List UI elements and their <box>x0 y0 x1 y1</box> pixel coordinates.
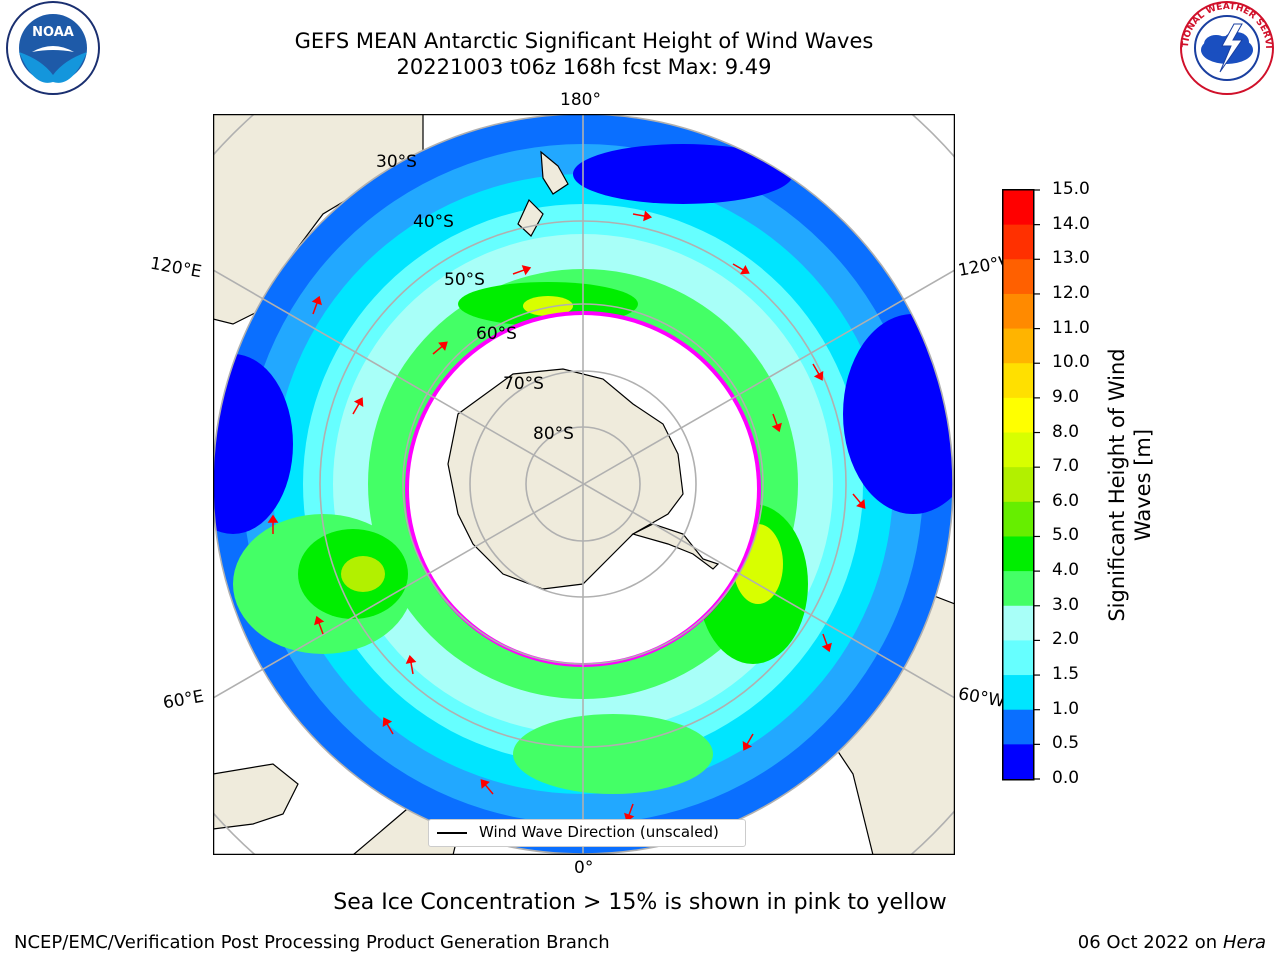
lon-label-120e: 120°E <box>148 253 204 283</box>
colorbar-segment <box>1003 293 1034 330</box>
colorbar-segment <box>1003 363 1034 399</box>
colorbar-tick-label: 6.0 <box>1052 490 1080 511</box>
colorbar-tick-label: 15.0 <box>1052 179 1090 199</box>
map-legend: Wind Wave Direction (unscaled) <box>428 819 746 847</box>
colorbar-tick-label: 5.0 <box>1052 525 1080 546</box>
lat-label-60s: 60°S <box>476 324 517 344</box>
graticule <box>213 114 955 855</box>
chart-subtitle: 20221003 t06z 168h fcst Max: 9.49 <box>396 55 772 79</box>
nws-logo: NATIONAL WEATHER SERVICE <box>1176 0 1274 95</box>
colorbar-segment <box>1003 259 1034 295</box>
colorbar-segment <box>1003 605 1034 641</box>
colorbar-segment <box>1003 536 1034 572</box>
lat-label-50s: 50°S <box>444 270 485 290</box>
colorbar-tick-label: 13.0 <box>1052 248 1090 269</box>
chart-title: GEFS MEAN Antarctic Significant Height o… <box>294 29 874 53</box>
map-panel <box>213 114 955 855</box>
colorbar-segment <box>1003 571 1034 607</box>
svg-text:NOAA: NOAA <box>32 25 74 40</box>
lon-label-60e: 60°E <box>161 686 206 714</box>
lat-label-70s: 70°S <box>503 374 544 394</box>
colorbar-segment <box>1003 640 1034 676</box>
lon-label-180: 180° <box>560 90 601 110</box>
date-text: 06 Oct 2022 on Hera <box>1077 932 1266 953</box>
colorbar-tick-label: 7.0 <box>1052 456 1080 477</box>
colorbar-tick-label: 8.0 <box>1052 421 1080 442</box>
lat-label-80s: 80°S <box>533 424 574 444</box>
colorbar-tick-label: 1.5 <box>1052 664 1080 685</box>
antarctica-land <box>447 368 684 590</box>
colorbar-tick-label: 14.0 <box>1052 213 1090 234</box>
lat-label-40s: 40°S <box>413 212 454 232</box>
colorbar-tick-label: 1.0 <box>1052 698 1080 719</box>
colorbar-segment <box>1003 190 1034 226</box>
colorbar-tick-label: 4.0 <box>1052 560 1080 581</box>
colorbar-tick-label: 10.0 <box>1052 352 1090 373</box>
colorbar-tick-label: 9.0 <box>1052 386 1080 407</box>
colorbar-segment <box>1003 709 1034 745</box>
colorbar-tick-label: 3.0 <box>1052 594 1080 615</box>
colorbar-segment <box>1003 432 1034 468</box>
lon-label-60w: 60°W <box>956 684 1007 712</box>
colorbar-tick-label: 2.0 <box>1052 629 1080 650</box>
colorbar-segment <box>1003 675 1034 711</box>
colorbar-label: Significant Height of Wind Waves [m] <box>1105 348 1155 622</box>
colorbar-tick-label: 11.0 <box>1052 317 1090 338</box>
australia-land <box>213 114 424 325</box>
africa-land <box>213 763 299 830</box>
sea-ice-note: Sea Ice Concentration > 15% is shown in … <box>333 890 947 915</box>
wind-arrows <box>267 210 866 823</box>
colorbar-tick-label: 0.5 <box>1052 733 1080 754</box>
colorbar-segment <box>1003 397 1034 434</box>
colorbar-tick-label: 0.0 <box>1052 768 1080 788</box>
colorbar-segment <box>1003 744 1034 780</box>
colorbar-segment <box>1003 501 1034 537</box>
new-zealand-land <box>517 150 569 237</box>
colorbar-segment <box>1003 224 1034 260</box>
legend-line-icon <box>437 832 467 834</box>
noaa-logo: NOAA <box>6 1 100 95</box>
colorbar-segment <box>1003 467 1034 503</box>
legend-label: Wind Wave Direction (unscaled) <box>479 823 719 841</box>
lat-label-30s: 30°S <box>376 152 417 172</box>
colorbar-segment <box>1003 328 1034 364</box>
lon-label-0: 0° <box>574 858 594 878</box>
credit-text: NCEP/EMC/Verification Post Processing Pr… <box>14 932 610 953</box>
colorbar <box>1002 189 1040 781</box>
colorbar-tick-label: 12.0 <box>1052 282 1090 303</box>
